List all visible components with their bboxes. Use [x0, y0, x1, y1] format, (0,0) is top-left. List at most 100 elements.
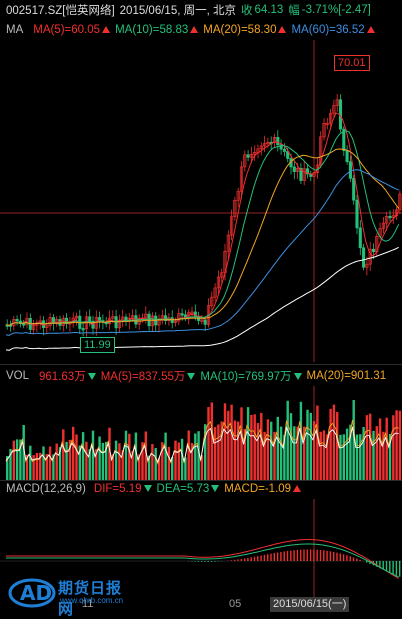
macd-chart[interactable] — [0, 499, 402, 599]
candle-body — [319, 136, 323, 166]
candle-body — [322, 123, 326, 138]
volume-bar — [266, 419, 270, 480]
ma5-line — [5, 112, 400, 326]
candle-body — [203, 319, 207, 325]
volume-bar — [15, 439, 19, 480]
volume-bar — [250, 414, 253, 480]
candle-body — [173, 320, 178, 323]
volume-bar — [72, 426, 75, 480]
volume-bar — [398, 410, 402, 480]
volume-chart[interactable] — [0, 386, 402, 480]
candle-body — [302, 168, 306, 181]
volume-bar — [372, 430, 375, 480]
volume-bar — [151, 444, 154, 480]
change-value: -3.71%[-2.47] — [301, 4, 371, 16]
candle-body — [299, 168, 303, 181]
candle-body — [276, 136, 280, 146]
candle-body — [45, 325, 49, 328]
volume-bar — [124, 430, 128, 480]
volume-bar — [339, 434, 342, 480]
volume-bar — [128, 433, 131, 480]
volume-bar — [316, 405, 319, 480]
vol-legend: VOL 961.63万 MA(5)=837.55万 MA(10)=769.97万… — [0, 366, 402, 386]
ma20-value: MA(20)=58.30 — [203, 24, 287, 36]
candle-body — [391, 215, 395, 218]
volume-bar — [167, 446, 171, 480]
volume-bar — [299, 401, 303, 480]
candle-body — [226, 234, 230, 252]
volume-bar — [388, 433, 392, 480]
volume-bar — [378, 418, 382, 480]
close-label: 收 — [241, 5, 253, 17]
volume-bar — [134, 432, 138, 480]
ma10-line — [5, 130, 400, 326]
volume-bar — [342, 434, 345, 480]
ma-legend: MA MA(5)=60.05 MA(10)=58.83 MA(20)=58.30… — [0, 20, 402, 40]
candle-body — [177, 313, 181, 322]
change-label: 幅 — [288, 5, 300, 17]
dif-line — [6, 539, 399, 579]
volume-bar — [345, 428, 349, 480]
volume-bar — [286, 400, 289, 480]
candle-body — [48, 317, 52, 327]
logo-icon: AD — [8, 578, 56, 608]
price-chart[interactable] — [0, 40, 402, 362]
volume-bar — [293, 426, 296, 480]
dif-value: DIF=5.19 — [94, 483, 152, 495]
macd-label[interactable]: MACD(12,26,9) — [6, 483, 86, 495]
volume-bar — [227, 410, 230, 480]
volume-bar — [131, 450, 134, 480]
candle-body — [220, 272, 224, 278]
volume-bar — [326, 434, 329, 480]
vol-ma5-value: MA(5)=837.55万 — [101, 368, 196, 384]
volume-bar — [85, 441, 88, 480]
stock-symbol[interactable]: 002517.SZ[恺英网络] — [6, 5, 115, 17]
up-arrow-icon — [366, 26, 375, 33]
volume-bar — [91, 430, 95, 480]
volume-bar — [312, 421, 316, 480]
volume-bar — [230, 404, 233, 480]
volume-bar — [12, 440, 15, 480]
volume-bar — [392, 415, 395, 480]
candle-body — [22, 323, 26, 326]
ma-label[interactable]: MA — [6, 24, 24, 36]
volume-bar — [174, 440, 177, 480]
candle-body — [200, 319, 204, 322]
volume-bar — [138, 454, 141, 480]
candle-body — [243, 154, 247, 168]
volume-bar — [279, 426, 283, 480]
volume-bar — [141, 442, 144, 480]
volume-bar — [184, 457, 187, 480]
volume-bar — [233, 420, 237, 480]
volume-bar — [177, 442, 180, 480]
candle-body — [296, 168, 300, 172]
volume-bar — [48, 446, 52, 480]
candle-body — [213, 287, 217, 298]
volume-bar — [95, 449, 98, 480]
volume-bar — [147, 455, 151, 480]
volume-bar — [6, 456, 9, 480]
vol-label[interactable]: VOL — [6, 370, 30, 382]
volume-bar — [35, 452, 39, 480]
candle-body — [286, 151, 290, 159]
volume-bar — [55, 443, 58, 480]
candle-body — [385, 215, 389, 224]
dea-value: DEA=5.73 — [157, 483, 220, 495]
candle-body — [365, 263, 369, 268]
candle-body — [246, 154, 250, 158]
svg-text:AD: AD — [20, 581, 52, 605]
candle-body — [368, 248, 372, 265]
volume-bar — [114, 440, 118, 480]
volume-bar — [62, 429, 65, 480]
volume-bar — [273, 431, 276, 480]
candle-body — [98, 317, 102, 321]
volume-bar — [365, 415, 369, 480]
candle-body — [144, 313, 148, 319]
quote-header: 002517.SZ[恺英网络] 2015/06/15, 周一, 北京 收 64.… — [0, 0, 402, 20]
volume-bar — [194, 433, 197, 480]
candle-body — [18, 320, 22, 325]
volume-bar — [309, 412, 312, 480]
volume-bar — [362, 427, 365, 480]
candle-body — [381, 222, 385, 229]
ma10-value: MA(10)=58.83 — [115, 24, 199, 36]
